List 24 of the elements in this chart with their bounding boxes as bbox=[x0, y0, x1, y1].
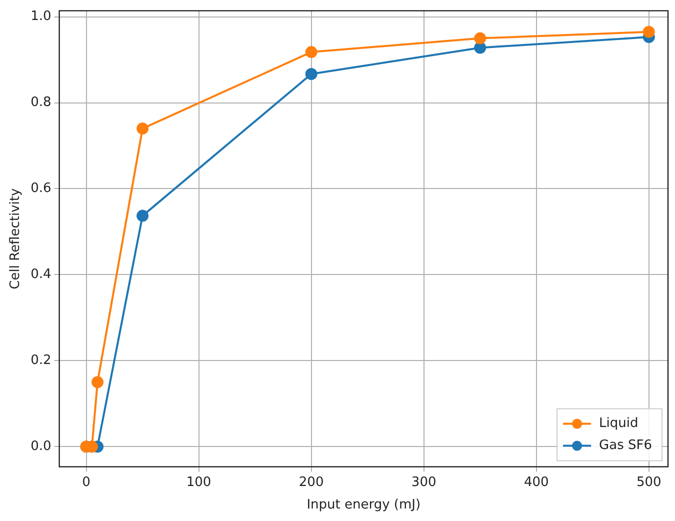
point bbox=[305, 68, 318, 80]
x-tick-label: 100 bbox=[186, 474, 212, 490]
y-tick-label: 0.4 bbox=[30, 267, 52, 282]
x-tick-label: 500 bbox=[636, 474, 662, 490]
y-axis-title: Cell Reflectivity bbox=[8, 188, 24, 290]
y-tick-label: 0.2 bbox=[30, 353, 52, 368]
y-tick-label: 0.8 bbox=[30, 95, 52, 110]
x-tick-label: 0 bbox=[82, 474, 90, 490]
legend-label: Gas SF6 bbox=[599, 438, 652, 454]
x-tick-label: 300 bbox=[411, 474, 436, 490]
point bbox=[92, 376, 104, 388]
y-tick-label: 0.6 bbox=[30, 181, 52, 196]
x-tick-label: 200 bbox=[298, 474, 324, 490]
point bbox=[305, 46, 318, 58]
point bbox=[136, 210, 149, 222]
y-tick-label: 0.0 bbox=[30, 438, 52, 454]
point bbox=[474, 42, 486, 54]
legend-label: Liquid bbox=[599, 416, 638, 432]
point bbox=[136, 122, 149, 135]
point bbox=[642, 26, 655, 38]
point bbox=[474, 32, 486, 44]
x-tick-label: 400 bbox=[524, 474, 549, 490]
y-tick-label: 1.0 bbox=[30, 9, 52, 24]
x-axis-title: Input energy (mJ) bbox=[306, 498, 421, 513]
